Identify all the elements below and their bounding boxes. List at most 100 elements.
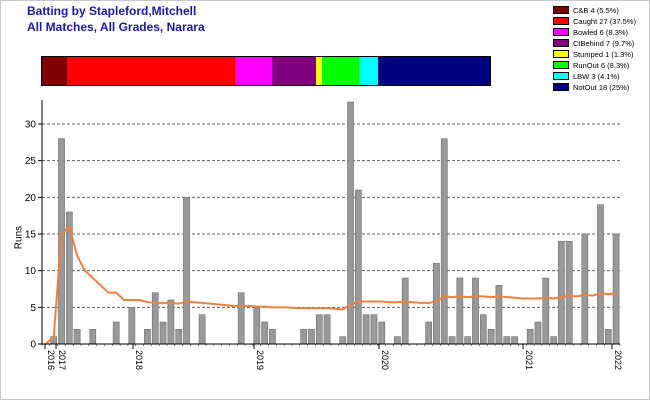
legend-item: RunOut 6 (8.3%) (553, 60, 648, 71)
legend-swatch (553, 17, 569, 25)
run-bar (440, 138, 448, 345)
run-bar (558, 241, 565, 345)
stacked-segment (235, 57, 273, 85)
legend-swatch (553, 50, 569, 58)
run-bar (448, 336, 456, 345)
legend-label: CtBehind 7 (9.7%) (573, 39, 635, 48)
legend-label: Bowled 6 (8.3%) (573, 28, 629, 37)
run-bar (269, 329, 276, 345)
run-bar (354, 189, 362, 345)
legend-item: LBW 3 (4.1%) (553, 71, 648, 82)
run-bar (253, 307, 261, 345)
legend-swatch (553, 28, 569, 36)
y-tick-label: 20 (25, 193, 37, 204)
run-bar (89, 329, 97, 345)
run-bar (315, 314, 323, 345)
legend-swatch (553, 61, 569, 69)
run-bar (237, 292, 245, 345)
run-bar (73, 329, 81, 345)
legend-label: Stumped 1 (1.3%) (573, 50, 634, 59)
run-bar (456, 277, 464, 345)
run-bar (581, 233, 589, 345)
run-bar (308, 329, 315, 345)
legend-swatch (553, 39, 569, 47)
legend-label: RunOut 6 (8.3%) (573, 61, 630, 70)
legend-label: C&B 4 (5.5%) (573, 6, 619, 15)
legend-item: Caught 27 (37.5%) (553, 16, 648, 27)
run-bar (604, 329, 612, 345)
run-bar (487, 329, 495, 345)
legend-swatch (553, 6, 569, 14)
chart-subtitle: All Matches, All Grades, Narara (27, 20, 205, 34)
run-bar (479, 314, 487, 345)
run-bar (151, 292, 159, 345)
y-tick-label: 15 (25, 230, 37, 241)
x-tick-label: 2020 (380, 350, 390, 370)
x-tick-label: 2019 (255, 350, 265, 370)
stacked-segment (359, 57, 378, 85)
run-bar (495, 285, 503, 345)
y-tick-label: 30 (25, 120, 37, 131)
x-tick-label: 2022 (613, 350, 623, 370)
legend: C&B 4 (5.5%) Caught 27 (37.5%) Bowled 6 (8… (553, 5, 648, 93)
legend-swatch (553, 72, 569, 80)
y-tick-label: 25 (25, 156, 37, 167)
run-bar (394, 336, 401, 345)
average-line (45, 224, 617, 345)
legend-item: CtBehind 7 (9.7%) (553, 38, 648, 49)
run-bar (300, 329, 308, 345)
run-bar (128, 307, 136, 345)
legend-label: Caught 27 (37.5%) (573, 17, 636, 26)
chart-title: Batting by Stapleford,Mitchell (27, 4, 197, 18)
dismissal-stacked-bar (41, 56, 491, 86)
run-bar (511, 336, 518, 345)
run-bar (597, 204, 604, 345)
run-bar (175, 329, 183, 345)
stacked-segment (377, 57, 490, 85)
legend-label: NotOut 18 (25%) (573, 83, 630, 92)
run-bar (542, 277, 550, 345)
stacked-segment (66, 57, 236, 85)
run-bar (550, 336, 557, 345)
run-bar (526, 329, 534, 345)
run-bar (323, 314, 331, 345)
run-bar (565, 241, 573, 345)
x-tick-label: 2016 (46, 350, 56, 370)
legend-label: LBW 3 (4.1%) (573, 72, 620, 81)
stacked-segment (42, 57, 67, 85)
run-bar (425, 321, 432, 345)
y-axis-label: Runs (13, 225, 25, 250)
y-tick-label: 10 (25, 266, 37, 277)
run-bar (362, 314, 370, 345)
run-bar (198, 314, 206, 345)
run-bar (144, 329, 151, 345)
legend-item: C&B 4 (5.5%) (553, 5, 648, 16)
legend-swatch (553, 83, 569, 91)
y-tick-label: 5 (30, 303, 36, 314)
legend-item: Stumped 1 (1.3%) (553, 49, 648, 60)
legend-item: Bowled 6 (8.3%) (553, 27, 648, 38)
run-bar (534, 321, 542, 345)
stacked-segment (316, 57, 322, 85)
run-bar (183, 197, 190, 345)
run-bar (370, 314, 378, 345)
run-bar (472, 277, 479, 345)
run-bar (347, 101, 354, 345)
y-tick-label: 0 (30, 340, 36, 351)
x-tick-label: 2021 (524, 350, 534, 370)
run-bar (464, 336, 472, 345)
run-bar (612, 233, 620, 345)
run-bar (433, 263, 440, 345)
run-bar (378, 321, 386, 345)
run-bar (339, 336, 347, 345)
run-bar (401, 277, 409, 345)
run-bar (159, 321, 167, 345)
run-bar (503, 336, 511, 345)
x-tick-label: 2017 (57, 350, 67, 370)
run-bar (112, 321, 120, 345)
run-bar (261, 321, 268, 345)
legend-item: NotOut 18 (25%) (553, 82, 648, 93)
run-bar (167, 299, 175, 345)
stacked-segment (321, 57, 360, 85)
